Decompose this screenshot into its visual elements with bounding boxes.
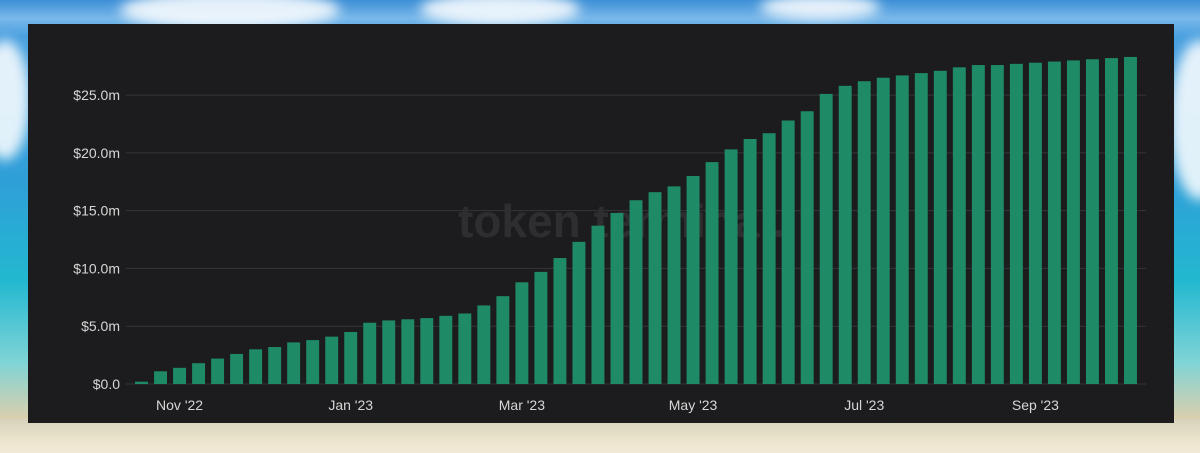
bar[interactable] [819, 93, 833, 384]
bar-chart: token terminal. $0.0$5.0m$10.0m$15.0m$20… [73, 56, 1146, 413]
bars [135, 56, 1137, 385]
bar[interactable] [591, 225, 605, 384]
bar[interactable] [781, 120, 795, 385]
bar[interactable] [800, 111, 814, 384]
x-tick-label: Sep '23 [1012, 397, 1059, 413]
x-tick-label: Jan '23 [328, 397, 373, 413]
bar[interactable] [610, 212, 624, 384]
x-tick-label: May '23 [669, 397, 718, 413]
bar[interactable] [268, 347, 282, 384]
bar[interactable] [1085, 59, 1099, 385]
cloud-decoration [1170, 40, 1200, 200]
bar[interactable] [629, 200, 643, 384]
beach-sand-background [0, 419, 1200, 453]
bar[interactable] [515, 282, 529, 384]
chart-panel: token terminal. $0.0$5.0m$10.0m$15.0m$20… [28, 24, 1174, 423]
y-tick-label: $10.0m [73, 260, 120, 276]
bar[interactable] [933, 70, 947, 384]
bar[interactable] [534, 271, 548, 384]
bar[interactable] [344, 331, 358, 384]
bar[interactable] [154, 371, 167, 384]
bar[interactable] [1009, 63, 1023, 385]
x-tick-label: Mar '23 [499, 397, 545, 413]
bar[interactable] [895, 75, 909, 385]
x-tick-label: Jul '23 [844, 397, 884, 413]
bar[interactable] [971, 65, 985, 384]
cloud-decoration [0, 40, 30, 160]
bar[interactable] [420, 318, 434, 384]
bar[interactable] [458, 313, 472, 384]
x-axis-labels: Nov '22 Jan '23 Mar '23 May '23 Jul '23 Sep '… [156, 397, 1059, 413]
bar[interactable] [876, 77, 890, 384]
y-tick-label: $20.0m [73, 145, 120, 161]
y-tick-label: $25.0m [73, 87, 120, 103]
bar[interactable] [1105, 58, 1118, 384]
bar[interactable] [990, 65, 1004, 384]
x-tick-label: Nov '22 [156, 397, 203, 413]
cloud-decoration [760, 0, 880, 20]
bar[interactable] [952, 67, 966, 385]
bar[interactable] [914, 73, 928, 384]
bar[interactable] [648, 192, 662, 384]
bar[interactable] [572, 241, 586, 384]
bar[interactable] [439, 315, 453, 384]
bar[interactable] [762, 133, 776, 384]
bar[interactable] [686, 175, 700, 384]
bar[interactable] [382, 320, 396, 384]
bar[interactable] [211, 358, 225, 384]
bar[interactable] [496, 296, 510, 384]
bar[interactable] [249, 349, 263, 384]
bar[interactable] [173, 367, 187, 384]
bar[interactable] [1124, 56, 1137, 384]
y-tick-label: $5.0m [81, 318, 120, 334]
bar[interactable] [363, 322, 377, 384]
bar[interactable] [1028, 62, 1042, 385]
bar[interactable] [705, 162, 719, 384]
y-axis-labels: $0.0 $5.0m $10.0m $15.0m $20.0m $25.0m [73, 87, 120, 392]
bar[interactable] [1047, 61, 1061, 384]
y-tick-label: $0.0 [93, 376, 120, 392]
bar[interactable] [857, 81, 871, 384]
bar[interactable] [135, 381, 148, 384]
bar[interactable] [743, 138, 757, 384]
bar[interactable] [838, 85, 852, 384]
bar[interactable] [477, 305, 491, 384]
bar[interactable] [401, 319, 415, 384]
bar[interactable] [306, 340, 320, 384]
bar[interactable] [724, 149, 738, 384]
bar[interactable] [192, 363, 206, 384]
bar[interactable] [287, 342, 301, 384]
bar[interactable] [325, 336, 339, 384]
bar[interactable] [1066, 60, 1080, 385]
bar[interactable] [553, 258, 567, 384]
bar[interactable] [230, 353, 244, 384]
y-tick-label: $15.0m [73, 203, 120, 219]
cloud-decoration [420, 0, 580, 26]
bar[interactable] [667, 186, 681, 384]
